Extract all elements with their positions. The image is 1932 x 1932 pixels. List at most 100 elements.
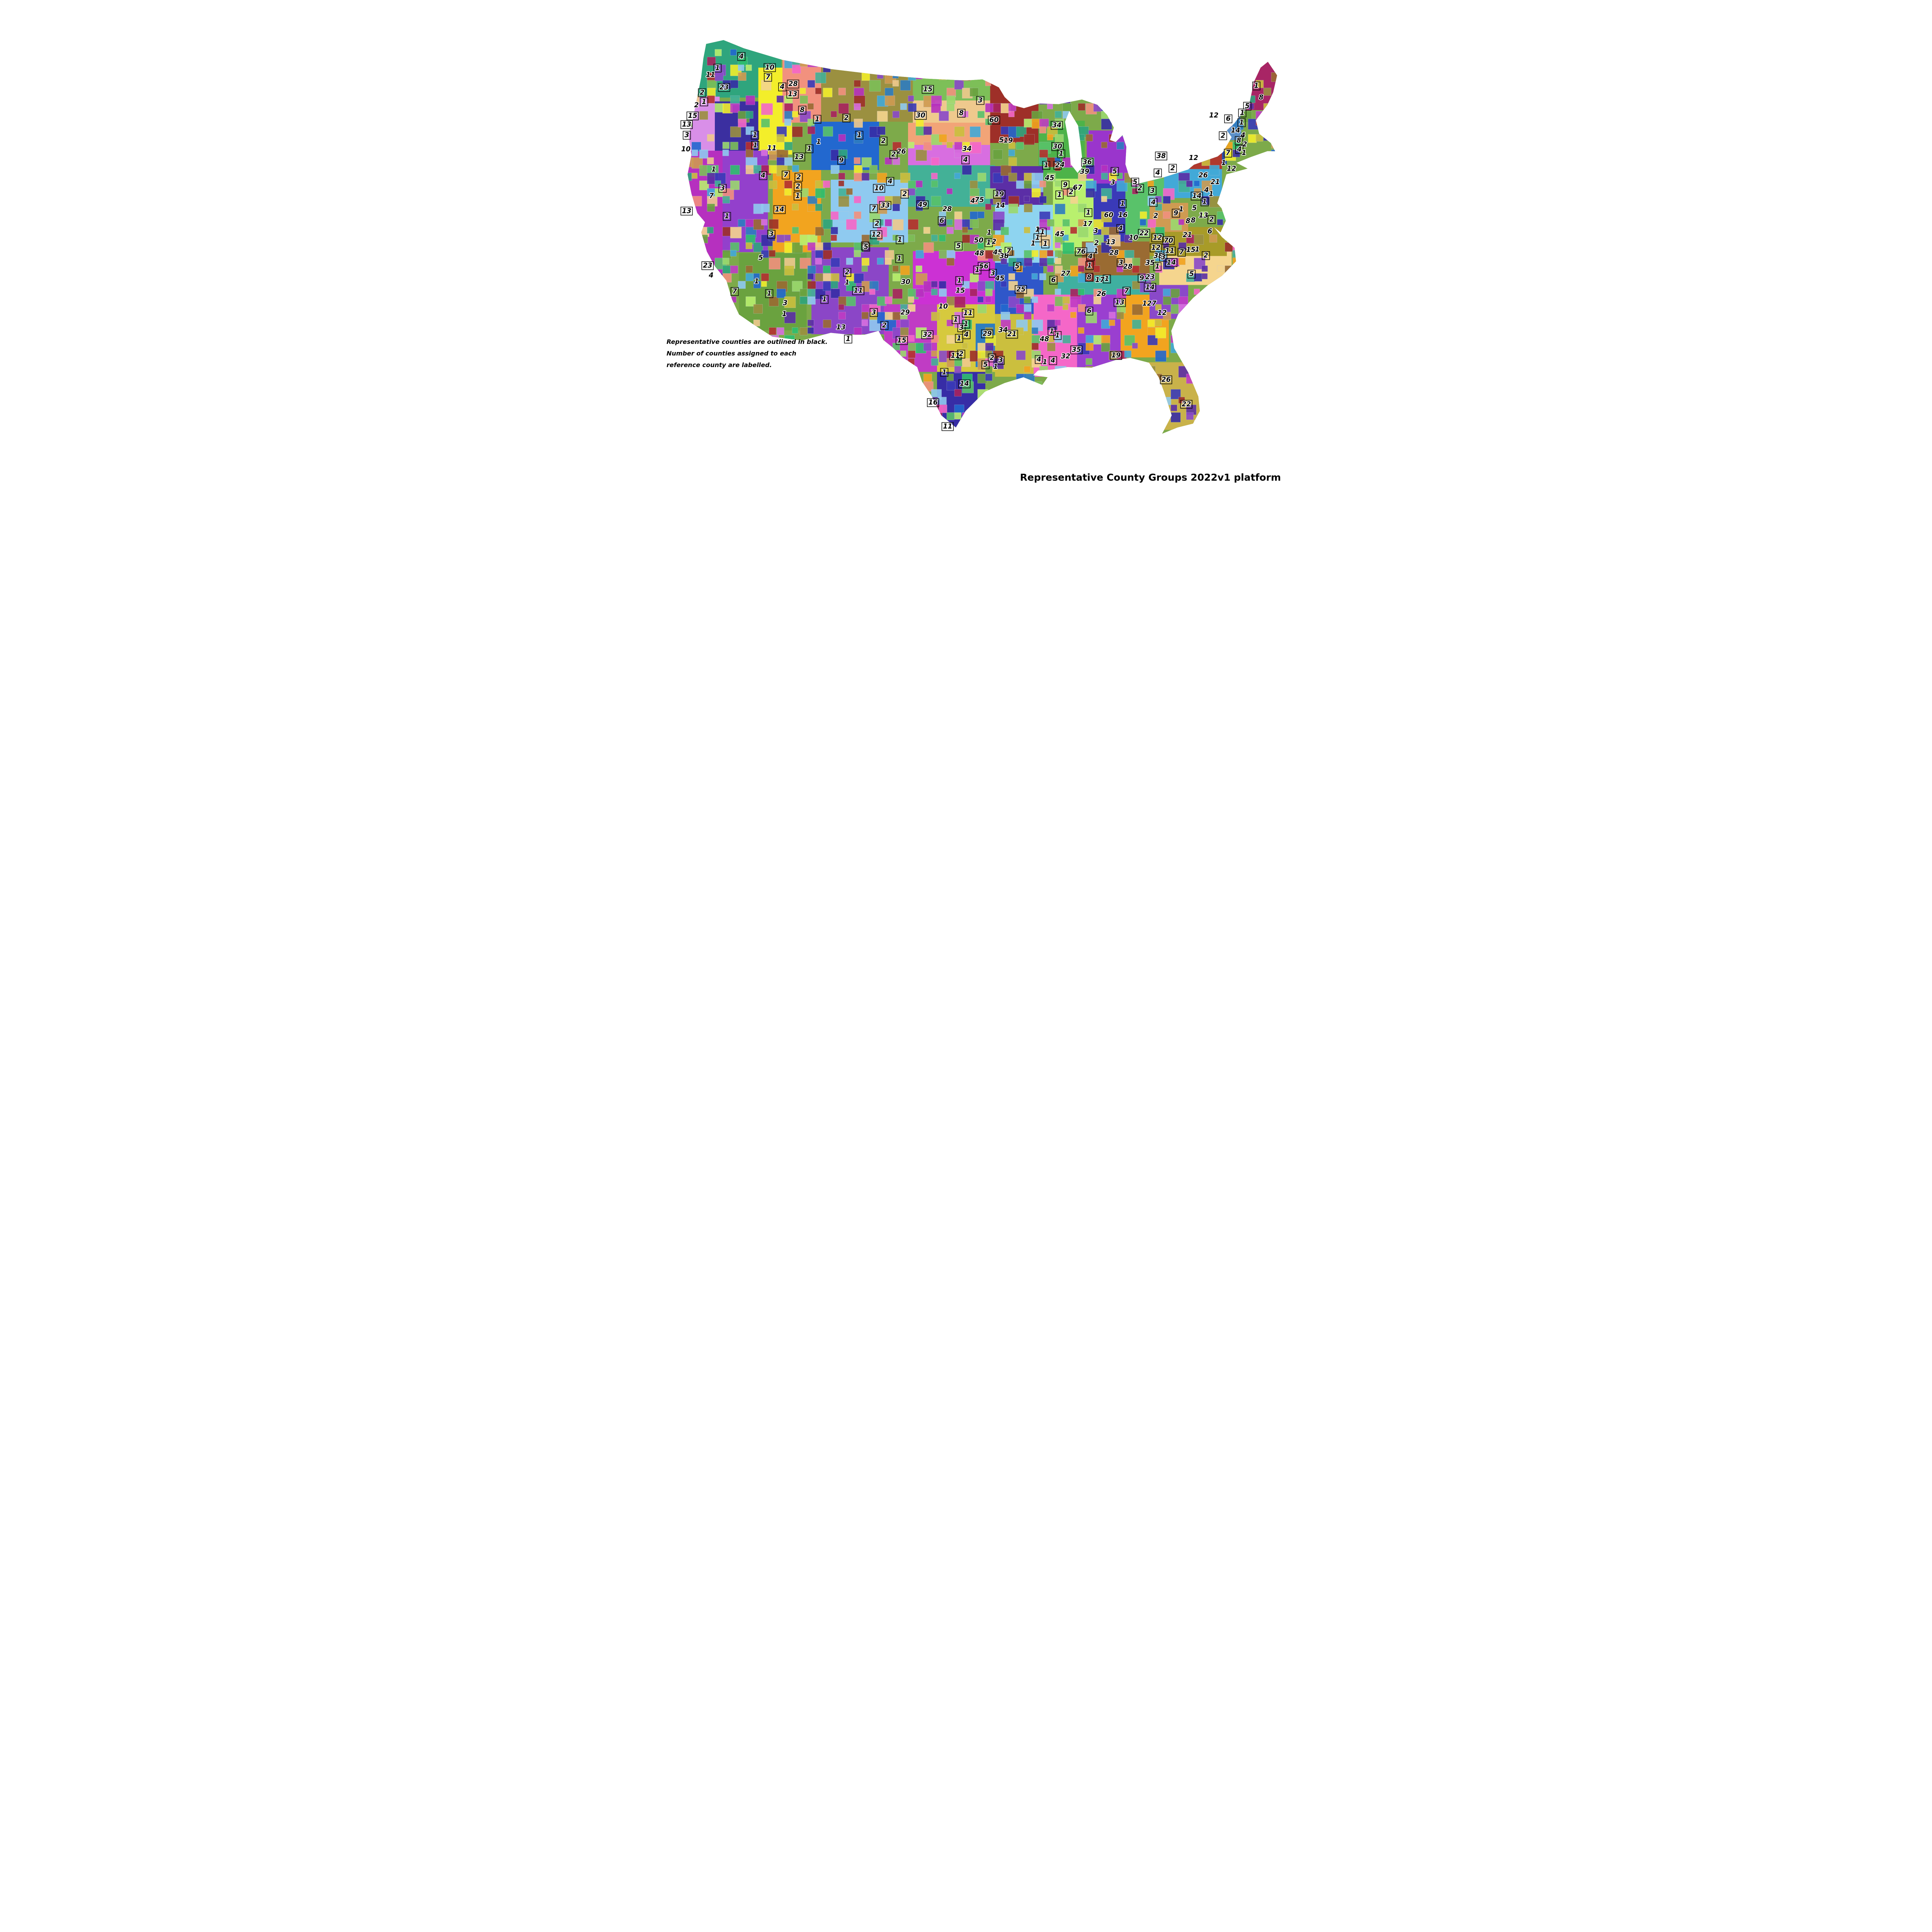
county-cell (1132, 258, 1140, 266)
county-cell (861, 320, 868, 326)
county-cell (877, 49, 887, 59)
county-cell (1201, 273, 1208, 279)
rep-county-box (1151, 233, 1164, 242)
county-cell (1093, 72, 1103, 82)
county-count-label: 60 (1104, 211, 1113, 219)
county-cell (1155, 327, 1166, 338)
rep-county-box (767, 230, 776, 239)
county-cell (1124, 420, 1134, 430)
county-cell (714, 103, 724, 112)
rep-county-box (1111, 167, 1119, 176)
county-cell (939, 405, 947, 413)
county-cell (1248, 258, 1254, 264)
county-cell (830, 412, 837, 419)
county-cell (753, 304, 763, 314)
county-cell (1271, 196, 1277, 207)
county-cell (1085, 343, 1094, 351)
county-cell (1240, 358, 1252, 369)
county-cell (1201, 157, 1210, 166)
county-cell (969, 180, 978, 189)
county-cell (722, 273, 732, 282)
county-count-label: 1 (845, 279, 849, 286)
county-count-label: 19 (995, 190, 1004, 198)
county-cell (722, 320, 733, 330)
county-count-label: 19 (1111, 352, 1121, 359)
county-cell (1225, 320, 1233, 328)
county-cell (877, 335, 884, 343)
county-cell (838, 173, 845, 180)
county-count-label: 21 (1183, 231, 1192, 239)
rep-county-box (718, 83, 730, 92)
rep-county-box (1117, 258, 1125, 267)
county-cell (776, 41, 787, 51)
county-cell (1124, 119, 1132, 126)
county-cell (1139, 405, 1150, 414)
county-count-label: 2 (882, 322, 887, 330)
county-cell (1054, 227, 1062, 234)
county-cell (745, 65, 752, 71)
county-count-label: 5 (1192, 204, 1197, 212)
county-count-label: 13 (682, 207, 691, 215)
county-count-label: 1 (897, 255, 901, 263)
county-cell (892, 366, 899, 372)
county-cell (730, 165, 740, 175)
county-cell (923, 343, 932, 351)
county-cell (691, 397, 698, 403)
county-cell (823, 428, 832, 434)
county-cell (884, 95, 895, 106)
county-cell (1047, 389, 1056, 399)
county-cell (1271, 227, 1277, 238)
rep-county-box (985, 238, 993, 247)
county-cell (1016, 80, 1026, 90)
county-cell (1132, 88, 1140, 96)
county-count-label: 1 (957, 277, 962, 284)
county-cell (1085, 188, 1095, 198)
county-cell (1170, 88, 1179, 96)
county-cell (1078, 65, 1088, 75)
county-cell (707, 95, 715, 104)
county-cell (1232, 335, 1243, 345)
county-cell (1054, 366, 1066, 378)
county-count-label: 5 (999, 136, 1004, 144)
county-cell (799, 41, 810, 52)
county-cell (676, 57, 687, 68)
county-cell (877, 366, 887, 376)
county-cell (846, 412, 856, 422)
county-cell (977, 296, 984, 303)
rep-county-box (1057, 149, 1065, 158)
county-count-label: 11 (1165, 247, 1174, 255)
county-cell (1271, 126, 1277, 133)
county-cell (1062, 335, 1071, 344)
county-cell (1124, 72, 1135, 83)
county-count-label: 28 (1123, 263, 1133, 270)
county-cell (1147, 111, 1156, 119)
rep-county-box (765, 289, 774, 298)
county-count-label: 1 (753, 141, 757, 149)
county-cell (784, 397, 792, 405)
rep-county-box (900, 190, 909, 199)
county-cell (1024, 196, 1030, 202)
county-cell (1248, 211, 1259, 223)
rep-county-box (957, 109, 966, 118)
county-cell (1163, 211, 1170, 219)
county-cell (761, 273, 769, 281)
county-cell (1139, 281, 1151, 293)
county-cell (769, 296, 779, 306)
county-cell (1209, 374, 1219, 384)
county-cell (1008, 428, 1020, 434)
county-count-label: 4 (1036, 356, 1041, 364)
county-count-label: 15 (956, 287, 965, 295)
county-cell (714, 49, 722, 56)
county-cell (823, 65, 831, 73)
rep-county-box (1159, 253, 1167, 262)
county-cell (1000, 242, 1012, 253)
county-count-label: 2 (845, 269, 849, 276)
county-cell (892, 157, 900, 165)
rep-county-box (842, 114, 850, 122)
page: 4 1 11 23 10 7 2 1 2 4 28 13 15 13 3 10 8 1 2 1 1 11 1 13 1 9 1 2 26… (647, 0, 1285, 493)
county-count-label: 5 (956, 242, 961, 250)
county-count-label: 6 (939, 217, 944, 224)
county-count-label: 16 (929, 399, 938, 406)
county-cell (1271, 405, 1277, 416)
